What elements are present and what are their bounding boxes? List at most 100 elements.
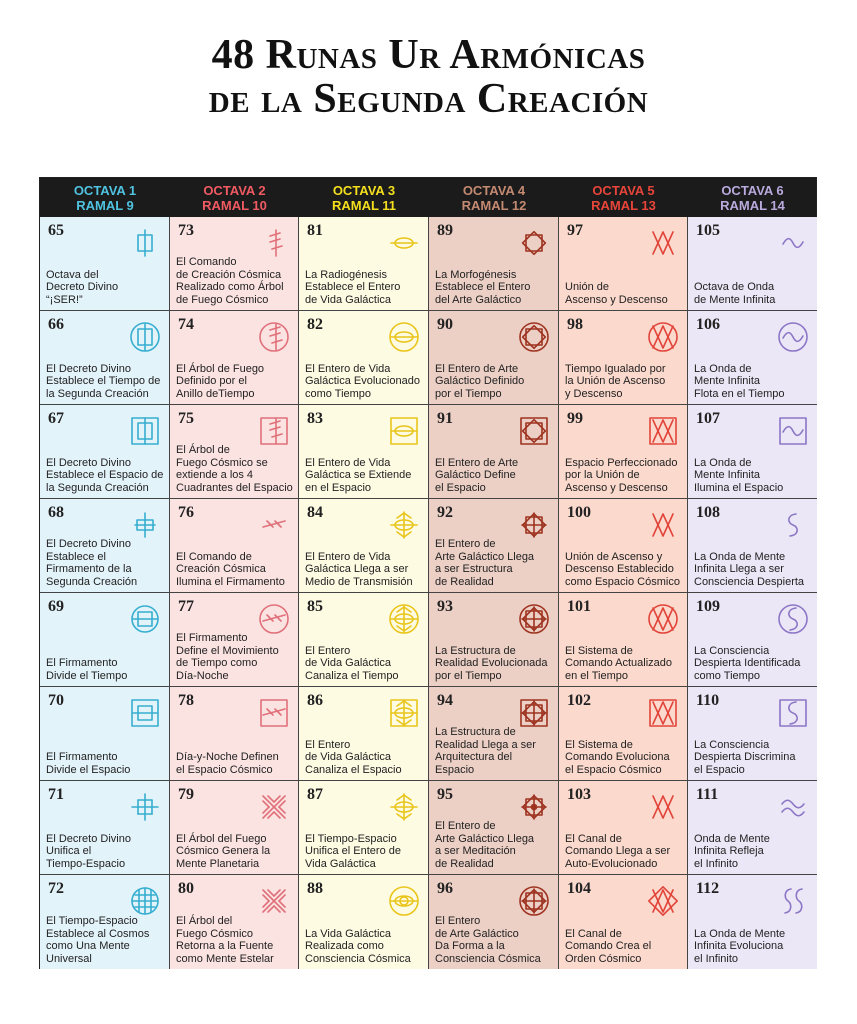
rune-cell: 100 Unión de Ascenso y Descenso Establecid… bbox=[559, 499, 688, 593]
rune-cell: 83 El Entero de Vida Galáctica se Extiende… bbox=[299, 405, 429, 499]
title-line-2: de la Segunda Creación bbox=[208, 75, 649, 122]
rune-cell: 107 La Onda de Mente Infinita Ilumina el Es… bbox=[688, 405, 817, 499]
rune-number: 70 bbox=[48, 692, 64, 709]
rune-number: 93 bbox=[437, 598, 453, 615]
rune-cell: 97 Unión de Ascenso y Descenso bbox=[559, 217, 688, 311]
rune-cell: 110 La Consciencia Despierta Discrimina el … bbox=[688, 687, 817, 781]
rune-cell: 86 El Entero de Vida Galáctica Canaliza el … bbox=[299, 687, 429, 781]
rune-description: El Sistema de Comando Evoluciona el Espaci… bbox=[565, 738, 670, 776]
header-octava-1: OCTAVA 1 RAMAL 9 bbox=[40, 178, 170, 217]
rune-description: El Canal de Comando Crea el Orden Cósmico bbox=[565, 927, 652, 965]
rune-cell: 84 El Entero de Vida Galáctica Llega a ser… bbox=[299, 499, 429, 593]
rune-71-icon bbox=[131, 793, 159, 821]
rune-number: 69 bbox=[48, 598, 64, 615]
header-octava-label: OCTAVA 4 bbox=[462, 183, 526, 198]
rune-91-icon bbox=[520, 417, 548, 445]
rune-98-icon bbox=[648, 322, 678, 352]
rune-cell: 78 Día-y-Noche Definen el Espacio Cósmico bbox=[170, 687, 299, 781]
rune-cell: 73 El Comando de Creación Cósmica Realizado… bbox=[170, 217, 299, 311]
rune-cell: 69 El Firmamento Divide el Tiempo bbox=[40, 593, 170, 687]
rune-description: Espacio Perfeccionado por la Unión de Asce… bbox=[565, 456, 678, 494]
rune-number: 81 bbox=[307, 222, 323, 239]
rune-87-icon bbox=[390, 793, 418, 821]
header-octava-5: OCTAVA 5 RAMAL 13 bbox=[559, 178, 688, 217]
rune-description: El Árbol de Fuego Cósmico se extiende a lo… bbox=[176, 444, 293, 494]
rune-cell: 93 La Estructura de Realidad Evolucionada p… bbox=[429, 593, 559, 687]
header-octava-label: OCTAVA 6 bbox=[721, 183, 784, 198]
header-octava-label: OCTAVA 1 bbox=[73, 183, 137, 198]
rune-95-icon bbox=[521, 794, 547, 820]
rune-number: 98 bbox=[567, 316, 583, 333]
rune-cell: 88 La Vida Galáctica Realizada como Conscie… bbox=[299, 875, 429, 969]
rune-number: 86 bbox=[307, 692, 323, 709]
rune-description: El Decreto Divino Establece el Firmamento … bbox=[46, 538, 138, 588]
rune-number: 106 bbox=[696, 316, 720, 333]
rune-107-icon bbox=[779, 417, 807, 445]
rune-number: 104 bbox=[567, 880, 591, 897]
header-octava-6: OCTAVA 6 RAMAL 14 bbox=[688, 178, 817, 217]
header-octava-label: OCTAVA 5 bbox=[592, 183, 655, 198]
rune-description: Unión de Ascenso y Descenso Establecido co… bbox=[565, 550, 680, 588]
rune-cell: 82 El Entero de Vida Galáctica Evolucionad… bbox=[299, 311, 429, 405]
rune-102-icon bbox=[649, 699, 677, 727]
rune-cell: 105 Octava de Onda de Mente Infinita bbox=[688, 217, 817, 311]
rune-86-icon bbox=[390, 699, 418, 727]
rune-description: El Árbol del Fuego Cósmico Genera la Mente… bbox=[176, 832, 271, 870]
rune-100-icon bbox=[652, 513, 674, 537]
rune-80-icon bbox=[262, 889, 286, 913]
rune-cell: 77 El Firmamento Define el Movimiento de Ti… bbox=[170, 593, 299, 687]
rune-77-icon bbox=[259, 604, 289, 634]
rune-112-icon bbox=[784, 888, 803, 914]
rune-cell: 75 El Árbol de Fuego Cósmico se extiende a … bbox=[170, 405, 299, 499]
rune-number: 100 bbox=[567, 504, 591, 521]
rune-number: 108 bbox=[696, 504, 720, 521]
rune-description: La Estructura de Realidad Evolucionada por… bbox=[435, 644, 548, 682]
rune-cell: 96 El Entero de Arte Galáctico Da Forma a l… bbox=[429, 875, 559, 969]
rune-cell: 109 La Consciencia Despierta Identificada c… bbox=[688, 593, 817, 687]
rune-cell: 98 Tiempo Igualado por la Unión de Ascenso… bbox=[559, 311, 688, 405]
rune-number: 103 bbox=[567, 786, 591, 803]
rune-cell: 85 El Entero de Vida Galáctica Canaliza el … bbox=[299, 593, 429, 687]
rune-description: La Onda de Mente Infinita Evoluciona el In… bbox=[694, 927, 786, 965]
rune-cell: 92 El Entero de Arte Galáctico Llega a ser … bbox=[429, 499, 559, 593]
rune-85-icon bbox=[389, 604, 419, 634]
rune-cell: 106 La Onda de Mente Infinita Flota en el T… bbox=[688, 311, 817, 405]
rune-97-icon bbox=[652, 231, 674, 255]
rune-number: 84 bbox=[307, 504, 323, 521]
rune-description: El Entero de Arte Galáctico Definido por e… bbox=[435, 362, 525, 400]
rune-description: La Onda de Mente Infinita Ilumina el Espac… bbox=[694, 456, 784, 494]
rune-number: 95 bbox=[437, 786, 453, 803]
runes-table: OCTAVA 1 RAMAL 9 OCTAVA 2 RAMAL 10 OCTAVA 3 R… bbox=[39, 177, 817, 969]
rune-74-icon bbox=[259, 322, 289, 352]
rune-cell: 74 El Árbol de Fuego Definido por el Anillo… bbox=[170, 311, 299, 405]
header-octava-2: OCTAVA 2 RAMAL 10 bbox=[170, 178, 299, 217]
rune-number: 80 bbox=[178, 880, 194, 897]
rune-number: 67 bbox=[48, 410, 64, 427]
rune-number: 66 bbox=[48, 316, 64, 333]
rune-cell: 67 El Decreto Divino Establece el Espacio … bbox=[40, 405, 170, 499]
rune-description: El Entero de Vida Galáctica Canaliza el Es… bbox=[305, 738, 402, 776]
rune-cell: 81 La Radiogénesis Establece el Entero de V… bbox=[299, 217, 429, 311]
header-octava-4: OCTAVA 4 RAMAL 12 bbox=[429, 178, 559, 217]
rune-description: El Tiempo-Espacio Establece al Cosmos como… bbox=[46, 915, 150, 965]
rune-90-icon bbox=[519, 322, 549, 352]
rune-description: Octava del Decreto Divino “¡SER!” bbox=[46, 268, 119, 306]
rune-109-icon bbox=[778, 604, 808, 634]
rune-cell: 68 El Decreto Divino Establece el Firmament… bbox=[40, 499, 170, 593]
rune-cell: 72 El Tiempo-Espacio Establece al Cosmos co… bbox=[40, 875, 170, 969]
rune-72-icon bbox=[131, 887, 159, 915]
rune-description: La Estructura de Realidad Llega a ser Arqu… bbox=[435, 726, 536, 776]
rune-84-icon bbox=[390, 511, 418, 539]
rune-description: La Morfogénesis Establece el Entero del Ar… bbox=[435, 268, 531, 306]
rune-69-icon bbox=[131, 605, 159, 633]
rune-101-icon bbox=[648, 604, 678, 634]
rune-cell: 104 El Canal de Comando Crea el Orden Cósmi… bbox=[559, 875, 688, 969]
header-ramal-label: RAMAL 14 bbox=[720, 198, 785, 213]
rune-number: 97 bbox=[567, 222, 583, 239]
rune-description: Tiempo Igualado por la Unión de Ascenso y … bbox=[565, 362, 666, 400]
rune-description: El Decreto Divino Establece el Espacio de… bbox=[46, 456, 164, 494]
rune-description: Día-y-Noche Definen el Espacio Cósmico bbox=[176, 751, 279, 776]
header-octava-label: OCTAVA 3 bbox=[332, 183, 396, 198]
rune-number: 111 bbox=[696, 786, 719, 803]
rune-cell: 95 El Entero de Arte Galáctico Llega a ser … bbox=[429, 781, 559, 875]
